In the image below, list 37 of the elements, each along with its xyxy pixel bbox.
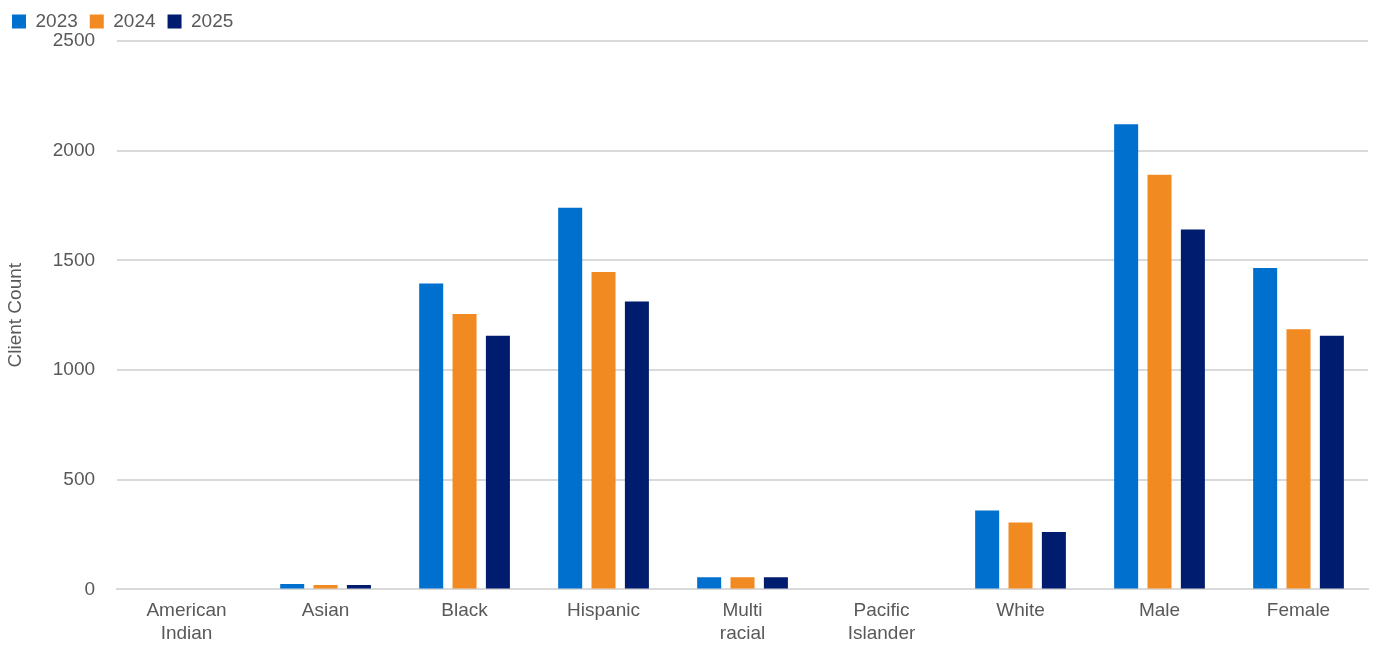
- bar: [452, 314, 477, 589]
- bar: [975, 510, 1000, 589]
- x-tick-label: Female: [1266, 599, 1331, 621]
- x-tick-label: Pacific Islander: [847, 599, 916, 643]
- bar: [1008, 522, 1033, 589]
- legend-label: 2024: [113, 9, 156, 31]
- y-tick-label: 1500: [52, 248, 96, 270]
- legend-label: 2025: [191, 9, 234, 31]
- bar: [1114, 124, 1139, 589]
- y-tick-label: 2000: [52, 138, 96, 160]
- bar: [697, 577, 722, 589]
- bar: [558, 207, 583, 589]
- legend-label: 2023: [35, 9, 78, 31]
- y-tick-label: 0: [84, 577, 96, 599]
- x-tick-label: Black: [441, 599, 489, 621]
- x-tick-label: White: [996, 599, 1045, 621]
- y-tick-label: 2500: [52, 29, 96, 51]
- x-tick-label: Male: [1138, 599, 1181, 621]
- y-tick-label: 500: [63, 467, 96, 489]
- x-tick-label: Asian: [301, 599, 350, 621]
- x-tick-label: American Indian: [146, 599, 227, 643]
- bar: [1041, 531, 1066, 589]
- bar: [730, 577, 755, 589]
- bar: [624, 301, 649, 589]
- bar: [485, 335, 510, 589]
- bar: [763, 577, 788, 589]
- bar: [1286, 329, 1311, 589]
- x-tick-label: Multi racial: [719, 599, 766, 643]
- y-axis-title: Client Count: [3, 262, 25, 368]
- bar: [1319, 335, 1344, 589]
- bar: [1180, 229, 1205, 589]
- bar: [1253, 268, 1278, 589]
- bar: [591, 271, 616, 589]
- y-tick-label: 1000: [52, 358, 96, 380]
- bar: [1147, 174, 1172, 589]
- x-tick-label: Hispanic: [567, 599, 640, 621]
- bar: [419, 283, 444, 589]
